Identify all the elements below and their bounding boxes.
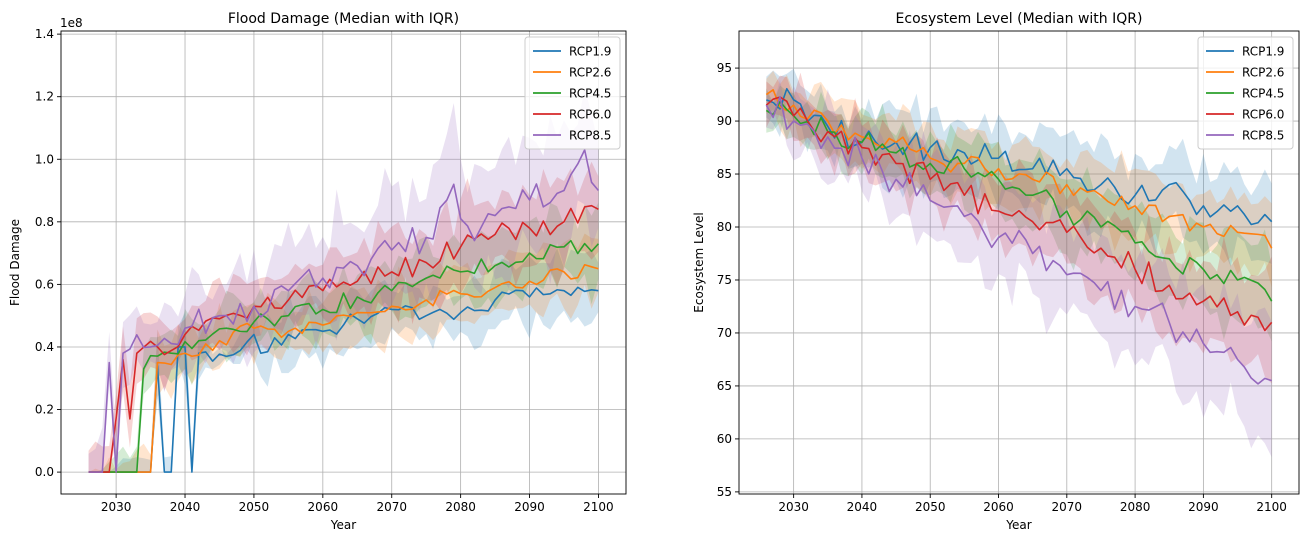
iqr-band-rcp19: [88, 248, 599, 473]
iqr-band-rcp19: [766, 68, 1272, 267]
iqr-band-rcp26: [766, 70, 1272, 288]
legend-label: RCP4.5: [1242, 87, 1284, 101]
grid: [61, 31, 626, 494]
series-line-rcp26: [765, 88, 1273, 249]
y-tick-label: 95: [717, 61, 732, 75]
y-tick-label: 85: [717, 167, 732, 181]
flood-damage-panel: 2030 2040 2050 2060 2070 2080 2090 2100 0.0 0.2 0.…: [8, 11, 627, 532]
y-offset-label: 1e8: [60, 16, 83, 30]
series-line-rcp85: [88, 149, 600, 473]
series-line-rcp26: [88, 263, 599, 473]
legend-label: RCP4.5: [569, 87, 611, 101]
legend-label: RCP6.0: [569, 108, 611, 122]
chart-title: Flood Damage (Median with IQR): [228, 11, 459, 27]
legend-box: [1197, 36, 1294, 150]
iqr-band-rcp60: [766, 72, 1272, 384]
legend: RCP1.9 RCP2.6 RCP4.5 RCP6.0 RCP8.5: [524, 36, 621, 150]
x-tick-label: 2060: [983, 500, 1014, 514]
y-tick-label: 70: [717, 326, 732, 340]
x-tick-label: 2090: [514, 500, 545, 514]
legend-label: RCP8.5: [1242, 129, 1284, 143]
series-line-rcp45: [88, 239, 600, 473]
y-axis-label: Ecosystem Level: [692, 212, 706, 312]
y-tick-label: 1.0: [35, 152, 54, 166]
y-tick-label: 75: [717, 273, 732, 287]
x-tick-label: 2090: [1188, 500, 1219, 514]
plot-area: [765, 68, 1273, 458]
y-tick-label: 80: [717, 220, 732, 234]
x-tick-label: 2040: [170, 500, 201, 514]
y-tick-label: 1.2: [35, 90, 54, 104]
y-tick-label: 0.8: [35, 215, 54, 229]
y-tick-label: 65: [717, 379, 732, 393]
plot-area: [88, 87, 600, 473]
x-tick-label: 2070: [1052, 500, 1083, 514]
legend-label: RCP1.9: [569, 45, 611, 59]
x-tick-label: 2080: [445, 500, 476, 514]
legend-label: RCP6.0: [1242, 108, 1284, 122]
x-tick-label: 2040: [847, 500, 878, 514]
series-line-rcp45: [765, 100, 1273, 302]
x-tick-label: 2050: [915, 500, 946, 514]
series-line-rcp60: [765, 96, 1273, 332]
iqr-band-rcp26: [88, 233, 599, 473]
x-tick-label: 2030: [101, 500, 132, 514]
y-tick-label: 0.0: [35, 465, 54, 479]
y-tick-label: 60: [717, 432, 732, 446]
iqr-band-rcp85: [766, 79, 1272, 458]
x-tick-label: 2070: [376, 500, 407, 514]
series-line-rcp85: [765, 96, 1272, 385]
y-tick-label: 0.4: [35, 340, 54, 354]
chart-title: Ecosystem Level (Median with IQR): [896, 11, 1143, 27]
legend: RCP1.9 RCP2.6 RCP4.5 RCP6.0 RCP8.5: [1197, 36, 1294, 150]
iqr-band-rcp45: [766, 85, 1272, 342]
legend-label: RCP2.6: [1242, 66, 1284, 80]
axes-frame: [738, 30, 1300, 495]
legend-label: RCP2.6: [569, 66, 611, 80]
x-tick-label: 2100: [583, 500, 614, 514]
axes-frame: [60, 30, 627, 495]
legend-box: [524, 36, 621, 150]
series-line-rcp60: [88, 204, 599, 473]
x-axis-label: Year: [1005, 518, 1031, 532]
legend-label: RCP1.9: [1242, 45, 1284, 59]
x-tick-label: 2060: [308, 500, 339, 514]
x-tick-label: 2030: [778, 500, 809, 514]
y-tick-label: 90: [717, 114, 732, 128]
x-tick-label: 2050: [239, 500, 270, 514]
y-tick-label: 55: [717, 485, 732, 499]
legend-label: RCP8.5: [569, 129, 611, 143]
x-tick-label: 2100: [1256, 500, 1287, 514]
series-line-rcp19: [88, 286, 599, 473]
y-tick-label: 1.4: [35, 27, 54, 41]
iqr-band-rcp45: [88, 202, 599, 473]
y-tick-label: 0.6: [35, 277, 54, 291]
x-axis-label: Year: [330, 518, 356, 532]
ecosystem-level-panel: 2030 2040 2050 2060 2070 2080 2090 2100 55 60 65 70…: [692, 11, 1300, 532]
iqr-band-rcp85: [88, 87, 599, 473]
iqr-band-rcp60: [88, 161, 599, 473]
x-tick-label: 2080: [1120, 500, 1151, 514]
y-tick-label: 0.2: [35, 403, 54, 417]
y-axis-label: Flood Damage: [8, 219, 22, 306]
